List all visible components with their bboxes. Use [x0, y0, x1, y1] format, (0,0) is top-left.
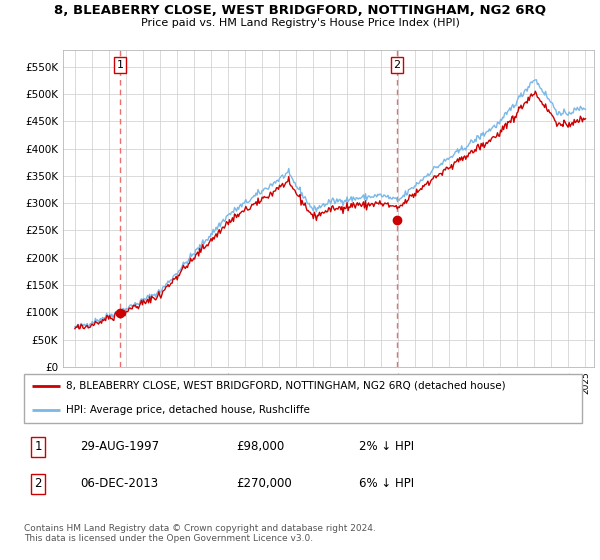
Text: 06-DEC-2013: 06-DEC-2013 [80, 477, 158, 491]
Text: £270,000: £270,000 [236, 477, 292, 491]
Text: 8, BLEABERRY CLOSE, WEST BRIDGFORD, NOTTINGHAM, NG2 6RQ: 8, BLEABERRY CLOSE, WEST BRIDGFORD, NOTT… [54, 4, 546, 17]
Text: 29-AUG-1997: 29-AUG-1997 [80, 440, 159, 454]
Text: 1: 1 [116, 60, 124, 70]
Text: 6% ↓ HPI: 6% ↓ HPI [359, 477, 414, 491]
Text: Price paid vs. HM Land Registry's House Price Index (HPI): Price paid vs. HM Land Registry's House … [140, 18, 460, 29]
Text: 2: 2 [34, 477, 42, 491]
Text: 8, BLEABERRY CLOSE, WEST BRIDGFORD, NOTTINGHAM, NG2 6RQ (detached house): 8, BLEABERRY CLOSE, WEST BRIDGFORD, NOTT… [66, 381, 505, 391]
Text: Contains HM Land Registry data © Crown copyright and database right 2024.
This d: Contains HM Land Registry data © Crown c… [24, 524, 376, 543]
Text: 2: 2 [394, 60, 400, 70]
Text: 1: 1 [34, 440, 42, 454]
Text: HPI: Average price, detached house, Rushcliffe: HPI: Average price, detached house, Rush… [66, 405, 310, 416]
Text: 2% ↓ HPI: 2% ↓ HPI [359, 440, 414, 454]
FancyBboxPatch shape [24, 374, 582, 423]
Text: £98,000: £98,000 [236, 440, 284, 454]
